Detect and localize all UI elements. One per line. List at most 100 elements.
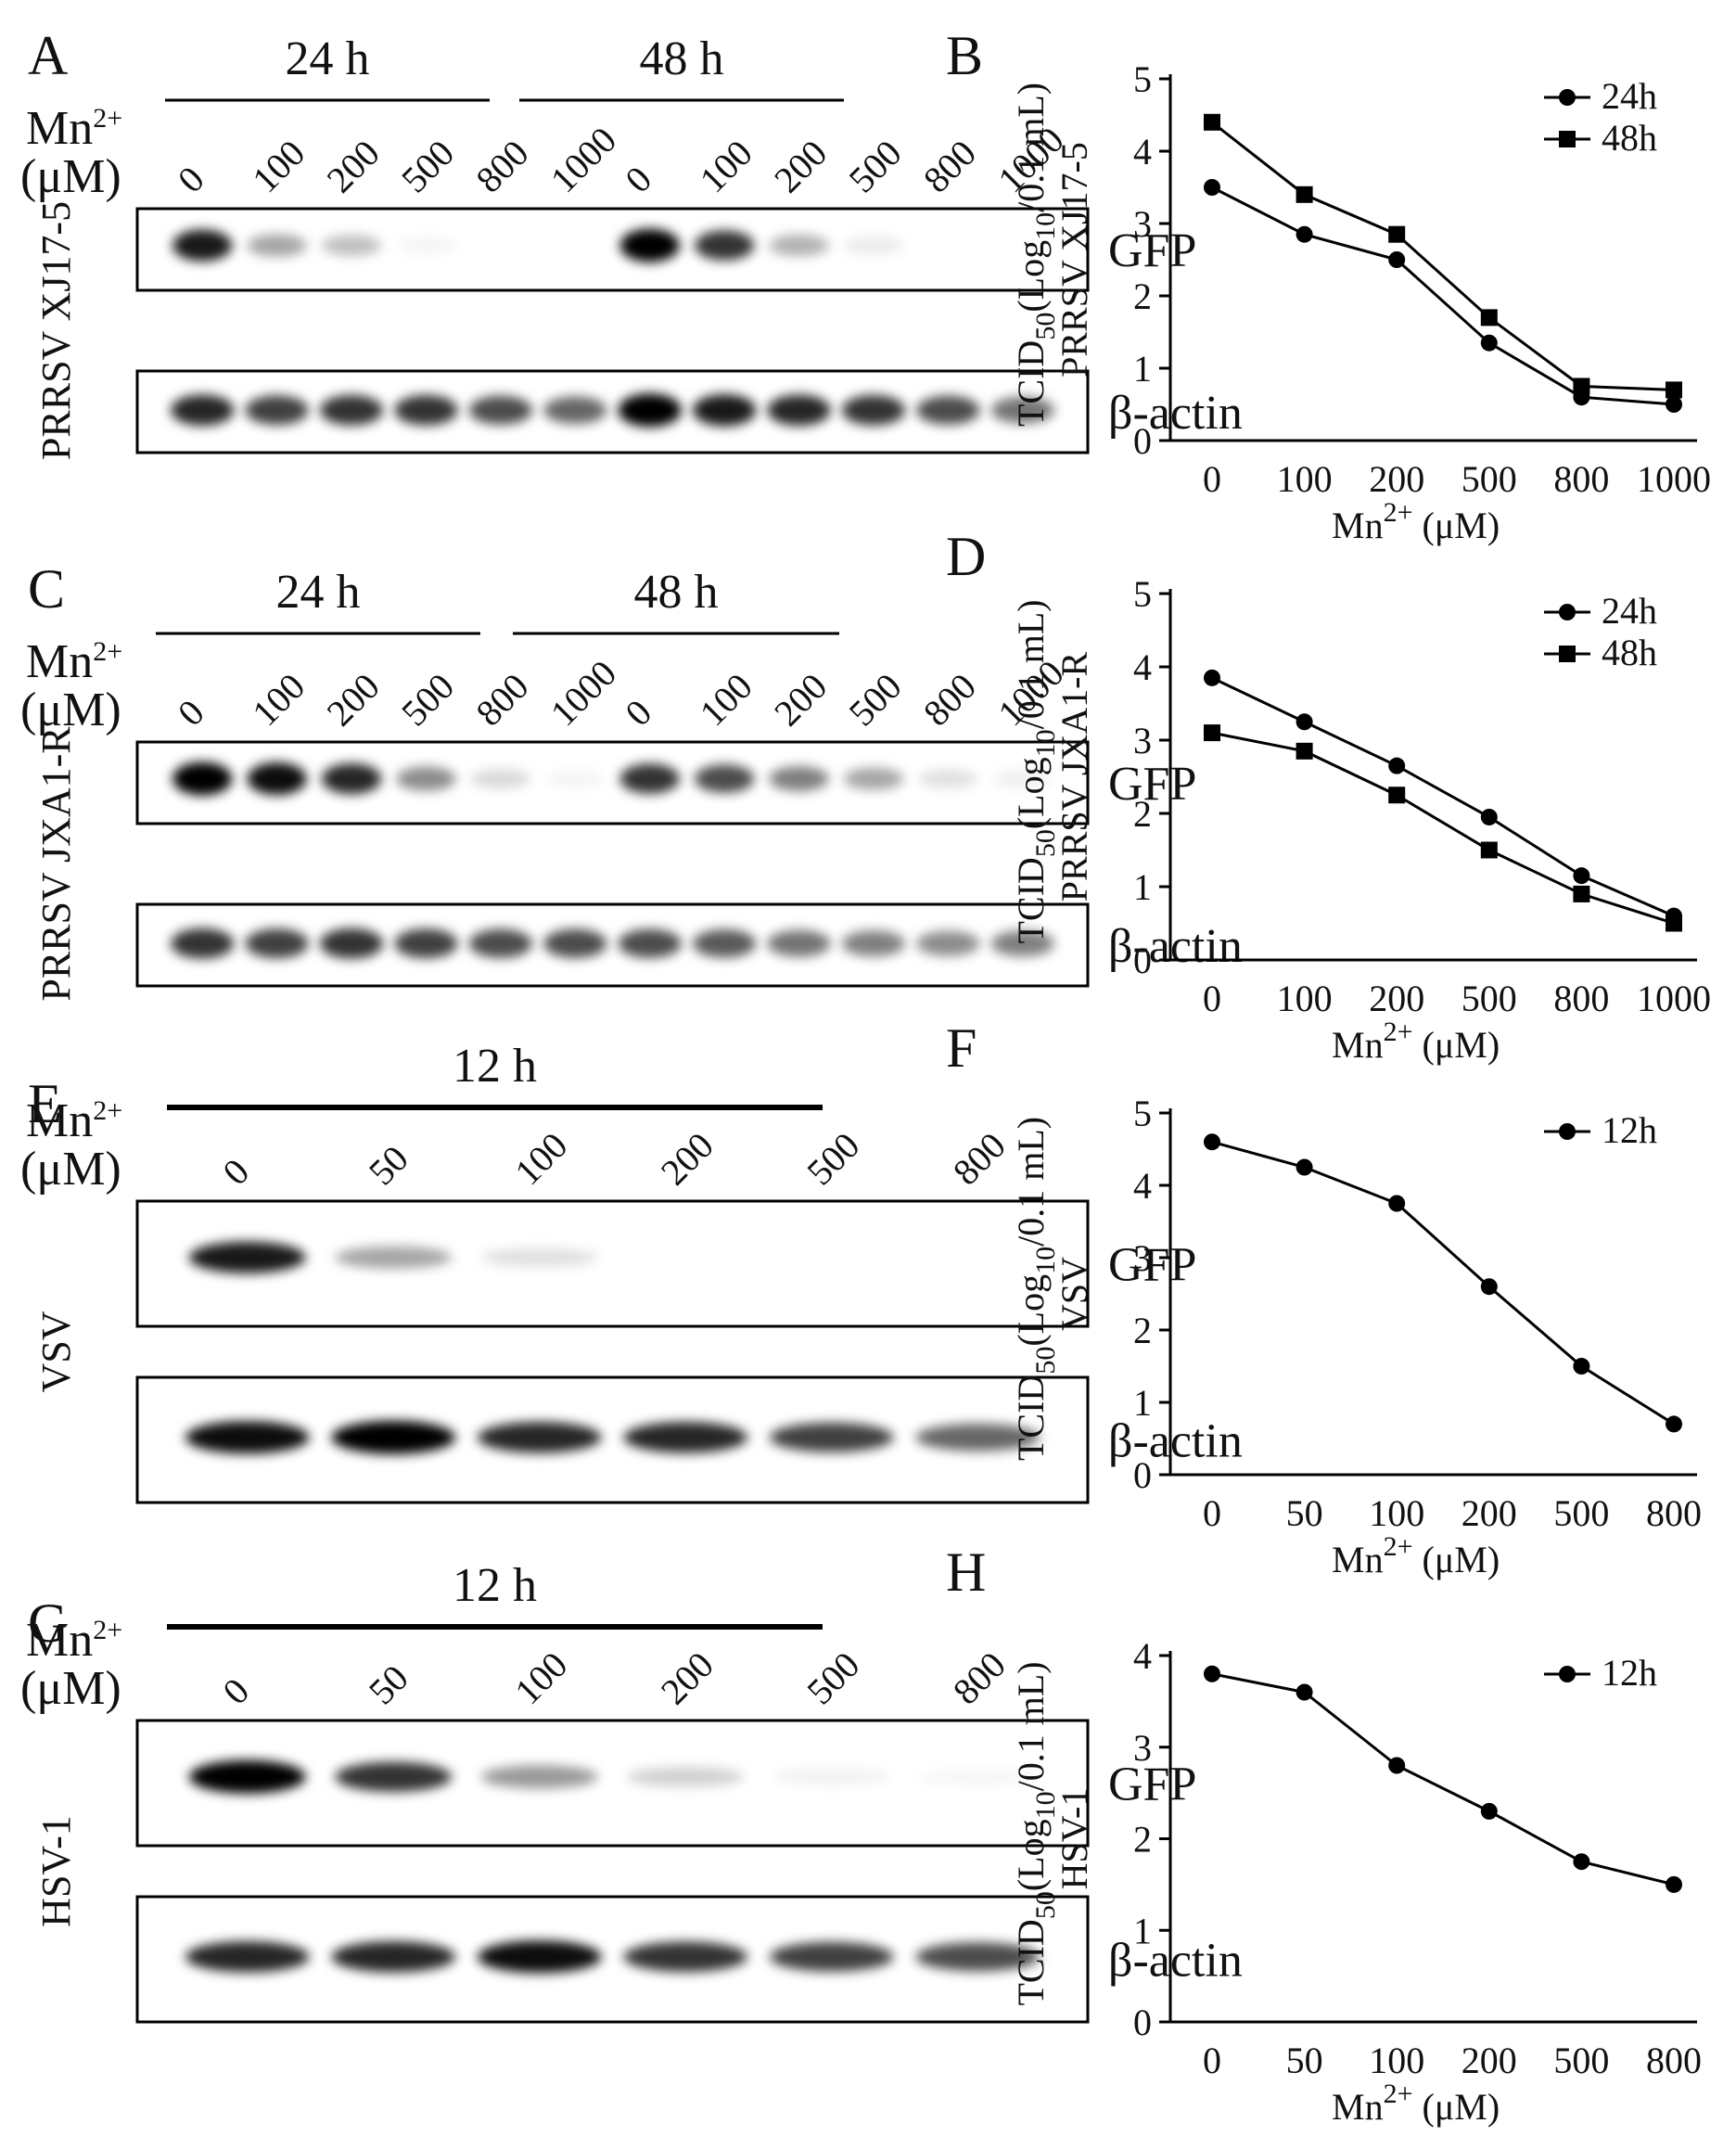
data-point-12h — [1204, 1665, 1220, 1682]
data-point-48h — [1204, 724, 1220, 742]
series-line-48h — [1211, 121, 1675, 391]
time-label: 24 h — [276, 566, 361, 619]
y-axis-sublabel: PRRSV XJ17-5 — [1053, 142, 1095, 377]
data-point-12h — [1204, 1133, 1220, 1151]
gfp-band — [188, 1759, 306, 1794]
data-point-12h — [1296, 1683, 1313, 1701]
gfp-band — [843, 767, 904, 790]
data-point-24h — [1296, 225, 1313, 243]
legend-marker — [1559, 604, 1576, 620]
data-point-24h — [1388, 757, 1406, 774]
time-label: 24 h — [286, 32, 370, 85]
y-tick-label: 0 — [1133, 940, 1152, 981]
panel-letter: H — [946, 1541, 986, 1603]
y-tick-label: 2 — [1133, 1819, 1152, 1861]
y-tick-label: 3 — [1133, 203, 1152, 245]
y-tick-label: 1 — [1133, 1382, 1152, 1424]
x-tick-label: 800 — [1553, 458, 1609, 500]
actin-label: β-actin — [1108, 1935, 1243, 1988]
x-tick-label: 100 — [1277, 978, 1333, 1019]
data-point-48h — [1573, 885, 1590, 902]
data-point-12h — [1573, 1853, 1590, 1871]
concentration-label: 100 — [244, 665, 313, 734]
concentration-label: 200 — [653, 1124, 721, 1193]
actin-band — [477, 1940, 602, 1974]
concentration-label: 500 — [841, 132, 910, 200]
y-tick-label: 5 — [1133, 573, 1152, 615]
x-tick-label: 500 — [1553, 1492, 1609, 1534]
concentration-label: 200 — [766, 665, 835, 734]
gfp-band — [321, 235, 382, 256]
actin-band — [468, 928, 533, 958]
gfp-band — [321, 762, 382, 795]
panel-letter: D — [946, 526, 986, 587]
concentration-label: 0 — [214, 1669, 257, 1712]
gfp-band — [480, 1765, 598, 1789]
concentration-label: 100 — [692, 665, 760, 734]
legend-marker — [1559, 1123, 1576, 1140]
actin-band — [394, 928, 458, 959]
actin-band — [331, 1941, 456, 1973]
gfp-band — [769, 234, 829, 257]
x-tick-label: 800 — [1646, 2040, 1702, 2081]
concentration-label: 800 — [467, 665, 536, 734]
panel-letter: C — [28, 558, 65, 620]
data-point-48h — [1573, 377, 1590, 395]
concentration-label: 0 — [170, 691, 212, 734]
virus-label: VSV — [33, 1311, 79, 1392]
concentration-label: 100 — [244, 132, 313, 200]
x-tick-label: 0 — [1203, 458, 1221, 500]
data-point-48h — [1666, 915, 1682, 932]
actin-band — [841, 930, 906, 957]
series-line-24h — [1211, 676, 1675, 917]
unit-label: (μM) — [20, 1143, 121, 1196]
concentration-label: 500 — [798, 1644, 867, 1712]
gfp-label: GFP — [1108, 1759, 1196, 1811]
concentration-label: 800 — [915, 132, 984, 200]
x-tick-label: 800 — [1646, 1492, 1702, 1534]
y-tick-label: 4 — [1133, 131, 1152, 173]
concentration-label: 500 — [798, 1124, 867, 1193]
actin-label: β-actin — [1108, 1415, 1243, 1468]
actin-band — [767, 394, 831, 427]
actin-band — [916, 930, 980, 956]
concentration-label: 500 — [841, 665, 910, 734]
concentration-label: 0 — [617, 158, 659, 200]
legend-label: 24h — [1602, 75, 1657, 117]
time-label: 48 h — [634, 566, 719, 619]
data-point-12h — [1573, 1358, 1590, 1375]
actin-band — [543, 928, 607, 958]
y-axis-label: TCID50(Log10/0.1 mL) — [1010, 83, 1061, 427]
concentration-label: 0 — [170, 158, 212, 200]
data-point-12h — [1480, 1802, 1498, 1820]
y-axis-sublabel: PRRSV JXA1-R — [1053, 652, 1095, 902]
gfp-band — [918, 769, 978, 788]
concentration-label: 500 — [393, 132, 462, 200]
virus-label: PRRSV JXA1-R — [33, 726, 79, 1002]
series-line-24h — [1211, 185, 1675, 406]
actin-band — [618, 928, 682, 958]
gfp-band — [335, 1246, 453, 1269]
concentration-label: 800 — [467, 132, 536, 200]
concentration-label: 500 — [393, 665, 462, 734]
x-tick-label: 500 — [1462, 458, 1517, 500]
actin-band — [543, 396, 607, 425]
y-tick-label: 5 — [1133, 1093, 1152, 1134]
data-point-12h — [1666, 1415, 1682, 1433]
gfp-band — [480, 1247, 598, 1267]
x-tick-label: 100 — [1277, 458, 1333, 500]
y-tick-label: 0 — [1133, 420, 1152, 462]
actin-label: β-actin — [1108, 387, 1243, 440]
actin-band — [990, 930, 1054, 957]
concentration-label: 50 — [361, 1656, 416, 1712]
actin-band — [468, 395, 533, 425]
mn-label: Mn2+ — [26, 1614, 122, 1667]
actin-band — [915, 1942, 1040, 1972]
concentration-label: 0 — [214, 1150, 257, 1193]
data-point-12h — [1480, 1278, 1498, 1296]
data-point-48h — [1388, 787, 1406, 804]
time-label: 12 h — [453, 1040, 537, 1093]
gfp-band — [992, 770, 1053, 788]
